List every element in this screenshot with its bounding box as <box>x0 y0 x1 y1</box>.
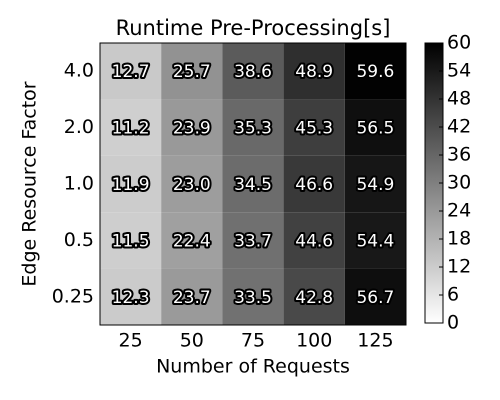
heatmap-cell <box>344 212 406 269</box>
cell-label: 33.7 <box>234 231 272 251</box>
heatmap-cell <box>222 99 284 156</box>
cell-label: 54.4 <box>356 231 394 251</box>
cell-label: 45.3 <box>295 119 333 139</box>
heatmap-cell <box>222 268 284 325</box>
colorbar-tick-label: 48 <box>447 88 471 110</box>
x-axis-label: Number of Requests <box>156 356 350 378</box>
cell-label: 54.9 <box>356 175 394 195</box>
heatmap-cell <box>161 43 223 100</box>
cell-label: 38.6 <box>234 62 272 82</box>
cell-label: 22.4 <box>173 231 211 251</box>
colorbar-tick-label: 6 <box>447 284 459 306</box>
heatmap-cell <box>100 268 162 325</box>
x-tick-label: 100 <box>296 330 332 352</box>
plot-frame <box>99 42 407 326</box>
cell-label: 34.5 <box>234 175 272 195</box>
colorbar-tick-label: 54 <box>447 60 471 82</box>
cell-label: 46.6 <box>295 175 333 195</box>
heatmap-cell <box>222 212 284 269</box>
heatmap-cell <box>100 155 162 213</box>
cell-label: 11.5 <box>112 231 150 251</box>
colorbar-tick-label: 0 <box>447 312 459 334</box>
cell-label: 48.9 <box>295 62 333 82</box>
y-tick-label: 0.5 <box>64 229 94 251</box>
cell-label: 23.0 <box>173 175 211 195</box>
cell-label: 59.6 <box>356 62 394 82</box>
y-tick-label: 2.0 <box>64 116 94 138</box>
heatmap-cell <box>283 155 345 213</box>
heatmap-cell <box>161 268 223 325</box>
x-tick-label: 125 <box>357 330 393 352</box>
y-tick-label: 0.25 <box>52 285 94 307</box>
heatmap-cell <box>283 43 345 100</box>
heatmap-cell <box>100 99 162 156</box>
cell-label: 56.7 <box>356 288 394 308</box>
colorbar-tick-label: 42 <box>447 116 471 138</box>
chart-title: Runtime Pre-Processing[s] <box>116 16 391 40</box>
cell-label: 23.9 <box>173 119 211 139</box>
colorbar-tick-label: 18 <box>447 228 471 250</box>
y-axis-label: Edge Resource Factor <box>19 81 41 286</box>
colorbar-tick-label: 24 <box>447 200 471 222</box>
heatmap-cell <box>344 155 406 213</box>
cell-label: 44.6 <box>295 231 333 251</box>
x-tick-label: 25 <box>119 330 143 352</box>
cell-label: 25.7 <box>173 62 211 82</box>
cell-label: 12.3 <box>112 288 150 308</box>
heatmap-cell <box>100 43 162 100</box>
heatmap-cell <box>344 99 406 156</box>
heatmap-cell <box>222 155 284 213</box>
heatmap-cell <box>222 43 284 100</box>
colorbar-tick-label: 30 <box>447 172 471 194</box>
cell-label: 11.9 <box>112 175 150 195</box>
cell-label: 11.2 <box>112 119 150 139</box>
heatmap-cell <box>161 212 223 269</box>
colorbar-tick-label: 60 <box>447 32 471 54</box>
y-tick-label: 4.0 <box>64 60 94 82</box>
heatmap-cell <box>344 268 406 325</box>
heatmap-cell <box>283 268 345 325</box>
heatmap-cell <box>283 99 345 156</box>
x-tick-label: 50 <box>180 330 204 352</box>
cell-label: 33.5 <box>234 288 272 308</box>
cell-label: 42.8 <box>295 288 333 308</box>
colorbar-tick-label: 36 <box>447 144 471 166</box>
y-tick-label: 1.0 <box>64 173 94 195</box>
heatmap-cell <box>161 155 223 213</box>
heatmap-cell <box>344 43 406 100</box>
x-tick-label: 75 <box>241 330 265 352</box>
colorbar-tick-label: 12 <box>447 256 471 278</box>
heatmap-cell <box>161 99 223 156</box>
cell-label: 56.5 <box>356 119 394 139</box>
heatmap-cell <box>100 212 162 269</box>
cell-label: 23.7 <box>173 288 211 308</box>
heatmap-cell <box>283 212 345 269</box>
cell-label: 35.3 <box>234 119 272 139</box>
cell-label: 12.7 <box>112 62 150 82</box>
